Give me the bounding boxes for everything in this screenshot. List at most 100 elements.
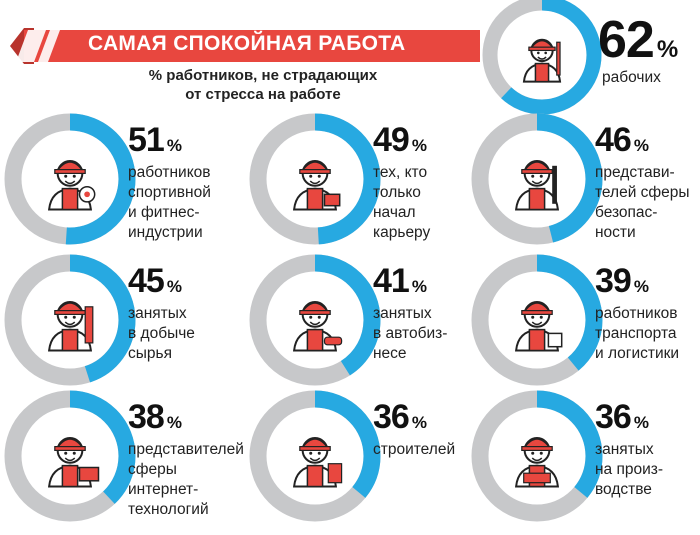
logistics-worker-icon — [514, 301, 563, 352]
percent-value: 62% — [598, 10, 678, 70]
percent-sign: % — [411, 136, 427, 155]
percent-sign: % — [633, 136, 649, 155]
donut-7 — [471, 254, 603, 386]
donut-10 — [471, 390, 603, 522]
percent-sign: % — [633, 277, 649, 296]
category-label-line: сырья — [128, 345, 172, 362]
category-label-line: индустрии — [128, 224, 203, 241]
donut-1 — [482, 0, 602, 115]
category-label: тех, кто только начал карьеру — [373, 163, 430, 243]
category-label-line: транспорта — [595, 325, 677, 342]
percent-value: 36% — [373, 398, 427, 437]
percent-sign: % — [633, 413, 649, 432]
category-label-line: представителей — [128, 441, 244, 458]
category-label: занятых в добыче сырья — [128, 304, 195, 364]
donut-9 — [249, 390, 381, 522]
percent-number: 36 — [595, 398, 632, 436]
category-label-line: на произ- — [595, 461, 664, 478]
percent-number: 51 — [128, 121, 165, 159]
category-label-line: интернет- — [128, 481, 199, 498]
category-label-line: сферы — [128, 461, 177, 478]
category-label-line: представи- — [595, 164, 675, 181]
category-label-line: ности — [595, 224, 636, 241]
percent-value: 51% — [128, 121, 182, 160]
percent-value: 46% — [595, 121, 649, 160]
category-label-line: занятых — [373, 305, 432, 322]
category-label-line: только — [373, 184, 421, 201]
category-label-line: в автобиз- — [373, 325, 448, 342]
category-label-line: и фитнес- — [128, 204, 200, 221]
category-label-line: и логистики — [595, 345, 680, 362]
category-label-line: работников — [595, 305, 678, 322]
percent-number: 36 — [373, 398, 410, 436]
category-label-line: несе — [373, 345, 407, 362]
percent-value: 49% — [373, 121, 427, 160]
percent-number: 62 — [598, 11, 655, 69]
percent-number: 41 — [373, 262, 410, 300]
category-label: представителей сферы интернет-технологий — [128, 440, 244, 520]
category-label-line: работников — [128, 164, 211, 181]
percent-value: 38% — [128, 398, 182, 437]
category-label-line: спортивной — [128, 184, 211, 201]
subtitle-line: от стресса на работе — [185, 86, 341, 103]
builder-icon — [292, 437, 343, 488]
category-label-line: безопас- — [595, 204, 658, 221]
category-label: занятых в автобиз-несе — [373, 304, 447, 364]
donut-5 — [4, 254, 136, 386]
percent-number: 45 — [128, 262, 165, 300]
donut-2 — [4, 113, 136, 245]
donut-value-arc — [249, 113, 381, 245]
donut-4 — [471, 113, 603, 245]
donut-value-arc — [4, 254, 136, 386]
car-dealer-icon — [292, 301, 343, 352]
percent-value: 45% — [128, 262, 182, 301]
category-label-line: занятых — [128, 305, 187, 322]
donut-value-arc — [471, 113, 603, 245]
percent-value: 36% — [595, 398, 649, 437]
percent-sign: % — [411, 277, 427, 296]
category-label-line: карьеру — [373, 224, 431, 241]
donut-value-arc — [4, 113, 136, 245]
category-label-line: в добыче — [128, 325, 195, 342]
percent-number: 39 — [595, 262, 632, 300]
it-specialist-icon — [47, 437, 100, 488]
donut-value-arc — [249, 254, 381, 386]
factory-worker-icon — [514, 437, 560, 488]
donut-3 — [249, 113, 381, 245]
category-label-line: тех, кто — [373, 164, 428, 181]
donut-value-arc — [471, 390, 603, 522]
category-label-line: строителей — [373, 441, 456, 458]
donut-value-arc — [249, 390, 381, 522]
category-label: работников транспорта и логистики — [595, 304, 679, 364]
miner-icon — [47, 301, 94, 352]
donut-6 — [249, 254, 381, 386]
category-label-line: занятых — [595, 441, 654, 458]
percent-number: 38 — [128, 398, 165, 436]
subtitle: % работников, не страдающих от стресса н… — [118, 66, 408, 104]
percent-number: 46 — [595, 121, 632, 159]
category-label: работников спортивной и фитнес-индустрии — [128, 163, 211, 243]
page-title: САМАЯ СПОКОЙНАЯ РАБОТА — [88, 32, 406, 55]
banner-ribbon — [10, 28, 480, 64]
percent-sign: % — [656, 36, 679, 63]
category-label: рабочих — [602, 68, 661, 88]
title-banner: САМАЯ СПОКОЙНАЯ РАБОТА — [10, 28, 480, 64]
percent-sign: % — [411, 413, 427, 432]
donut-value-arc — [482, 0, 602, 115]
category-label-line: начал — [373, 204, 416, 221]
category-label: представи-телей сферы безопас-ности — [595, 163, 690, 243]
percent-number: 49 — [373, 121, 410, 159]
category-label: строителей — [373, 440, 455, 460]
category-label-line: телей сферы — [595, 184, 690, 201]
security-guard-icon — [514, 160, 560, 211]
category-label-line: водстве — [595, 481, 652, 498]
athlete-with-ball-icon — [47, 160, 96, 211]
newcomer-with-bag-icon — [292, 160, 341, 211]
donut-8 — [4, 390, 136, 522]
category-label: занятых на произ-водстве — [595, 440, 663, 500]
percent-value: 41% — [373, 262, 427, 301]
subtitle-line: % работников, не страдающих — [148, 67, 378, 84]
donut-value-arc — [471, 254, 603, 386]
percent-sign: % — [166, 136, 182, 155]
worker-with-wrench-icon — [522, 38, 562, 83]
